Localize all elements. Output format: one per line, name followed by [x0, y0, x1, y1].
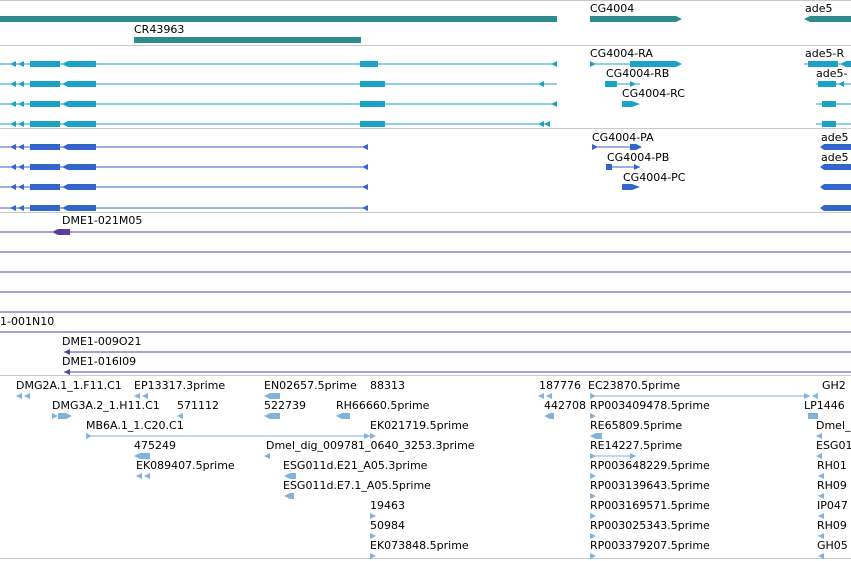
- bac-label[interactable]: DME1-016I09: [62, 355, 137, 368]
- track-separator: [0, 0, 851, 1]
- gene-bar[interactable]: [0, 16, 557, 22]
- est-label[interactable]: 88313: [370, 379, 405, 392]
- transcript-ade5[interactable]: [804, 61, 851, 127]
- est-label[interactable]: 50984: [370, 519, 405, 532]
- protein-label[interactable]: CG4004-PA: [592, 131, 654, 144]
- est-label[interactable]: RP003409478.5prime: [590, 399, 710, 412]
- transcript-label[interactable]: ade5-: [816, 67, 848, 80]
- transcript-track-graphics: [0, 61, 851, 127]
- protein-row[interactable]: [0, 144, 368, 150]
- bac-label[interactable]: DME1-021M05: [62, 214, 143, 227]
- est-label[interactable]: RH09: [817, 479, 847, 492]
- est-label[interactable]: 475249: [134, 439, 176, 452]
- protein-label[interactable]: ade5: [821, 131, 849, 144]
- track-separator: [0, 375, 851, 376]
- protein-row[interactable]: [0, 184, 368, 190]
- est-label[interactable]: EP13317.3prime: [134, 379, 226, 392]
- protein-track-graphics: [0, 144, 851, 211]
- transcript-label[interactable]: CG4004-RA: [590, 47, 653, 60]
- transcript-row[interactable]: [0, 81, 557, 87]
- est-label[interactable]: GH05: [817, 539, 848, 552]
- est-label[interactable]: RP003648229.5prime: [590, 459, 710, 472]
- est-label[interactable]: RE14227.5prime: [590, 439, 683, 452]
- est-label[interactable]: EC23870.5prime: [588, 379, 681, 392]
- est-label[interactable]: Dmel_: [816, 419, 851, 432]
- est-label[interactable]: GH2: [822, 379, 846, 392]
- gene-track-graphics: [0, 16, 851, 43]
- gene-label-ade5[interactable]: ade5: [805, 2, 833, 15]
- bac-label[interactable]: DME1-009O21: [62, 335, 142, 348]
- gene-bar-ade5[interactable]: [804, 16, 851, 22]
- est-track-graphics: [16, 393, 824, 559]
- est-label[interactable]: 522739: [264, 399, 306, 412]
- protein-row[interactable]: [0, 205, 368, 211]
- est-label[interactable]: RP003025343.5prime: [590, 519, 710, 532]
- est-label[interactable]: IP047: [817, 499, 848, 512]
- est-label[interactable]: 19463: [370, 499, 405, 512]
- est-label[interactable]: MB6A.1_1.C20.C1: [86, 419, 184, 432]
- protein-label[interactable]: CG4004-PC: [623, 171, 686, 184]
- transcript-cg4004-rc[interactable]: [622, 101, 640, 107]
- est-label[interactable]: DMG2A.1_1.F11.C1: [16, 379, 122, 392]
- transcript-row[interactable]: [0, 61, 557, 67]
- est-label[interactable]: ESG011d.E7.1_A05.5prime: [283, 479, 431, 492]
- gene-bar-cr43963[interactable]: [134, 37, 361, 43]
- est-label[interactable]: DMG3A.2_1.H11.C1: [52, 399, 160, 412]
- est-label[interactable]: RH66660.5prime: [336, 399, 430, 412]
- est-label[interactable]: EK073848.5prime: [370, 539, 469, 552]
- track-separator: [0, 45, 851, 46]
- protein-cg4004[interactable]: [592, 144, 642, 190]
- bac-label[interactable]: 1-001N10: [0, 315, 55, 328]
- est-label[interactable]: EK021719.5prime: [370, 419, 469, 432]
- est-label[interactable]: ESG011d.E21_A05.3prime: [283, 459, 428, 472]
- est-label[interactable]: RE65809.5prime: [590, 419, 683, 432]
- track-separator: [0, 558, 851, 559]
- transcript-cg4004-rb[interactable]: [605, 81, 640, 87]
- est-label[interactable]: RP003379207.5prime: [590, 539, 710, 552]
- est-label[interactable]: ESG01: [816, 439, 851, 452]
- est-label[interactable]: 187776: [539, 379, 581, 392]
- transcript-label[interactable]: ade5-R: [805, 47, 845, 60]
- est-label[interactable]: Dmel_dig_009781_0640_3253.3prime: [266, 439, 475, 452]
- est-label[interactable]: RH01: [817, 459, 847, 472]
- transcript-row[interactable]: [0, 121, 550, 127]
- protein-ade5[interactable]: [820, 144, 851, 211]
- est-label[interactable]: 442708: [544, 399, 586, 412]
- protein-row[interactable]: [0, 164, 368, 170]
- transcript-cg4004-ra[interactable]: [590, 61, 682, 67]
- est-label[interactable]: RP003169571.5prime: [590, 499, 710, 512]
- transcript-label[interactable]: CG4004-RC: [622, 87, 685, 100]
- protein-label[interactable]: ade5: [821, 151, 849, 164]
- est-label[interactable]: RP003139643.5prime: [590, 479, 710, 492]
- gene-bar-cg4004[interactable]: [590, 16, 682, 22]
- track-separator: [0, 212, 851, 213]
- est-label[interactable]: EK089407.5prime: [136, 459, 235, 472]
- track-separator: [0, 128, 851, 129]
- transcript-row[interactable]: [0, 101, 557, 107]
- bac-arrow[interactable]: [52, 229, 70, 235]
- est-label[interactable]: 571112: [177, 399, 219, 412]
- bac-track-graphics: [0, 229, 851, 375]
- gene-label-cg4004[interactable]: CG4004: [590, 2, 635, 15]
- est-label[interactable]: EN02657.5prime: [264, 379, 357, 392]
- est-label[interactable]: LP1446: [804, 399, 845, 412]
- est-label[interactable]: RH09: [817, 519, 847, 532]
- protein-label[interactable]: CG4004-PB: [607, 151, 670, 164]
- transcript-label[interactable]: CG4004-RB: [606, 67, 670, 80]
- gene-label-cr43963[interactable]: CR43963: [134, 23, 185, 36]
